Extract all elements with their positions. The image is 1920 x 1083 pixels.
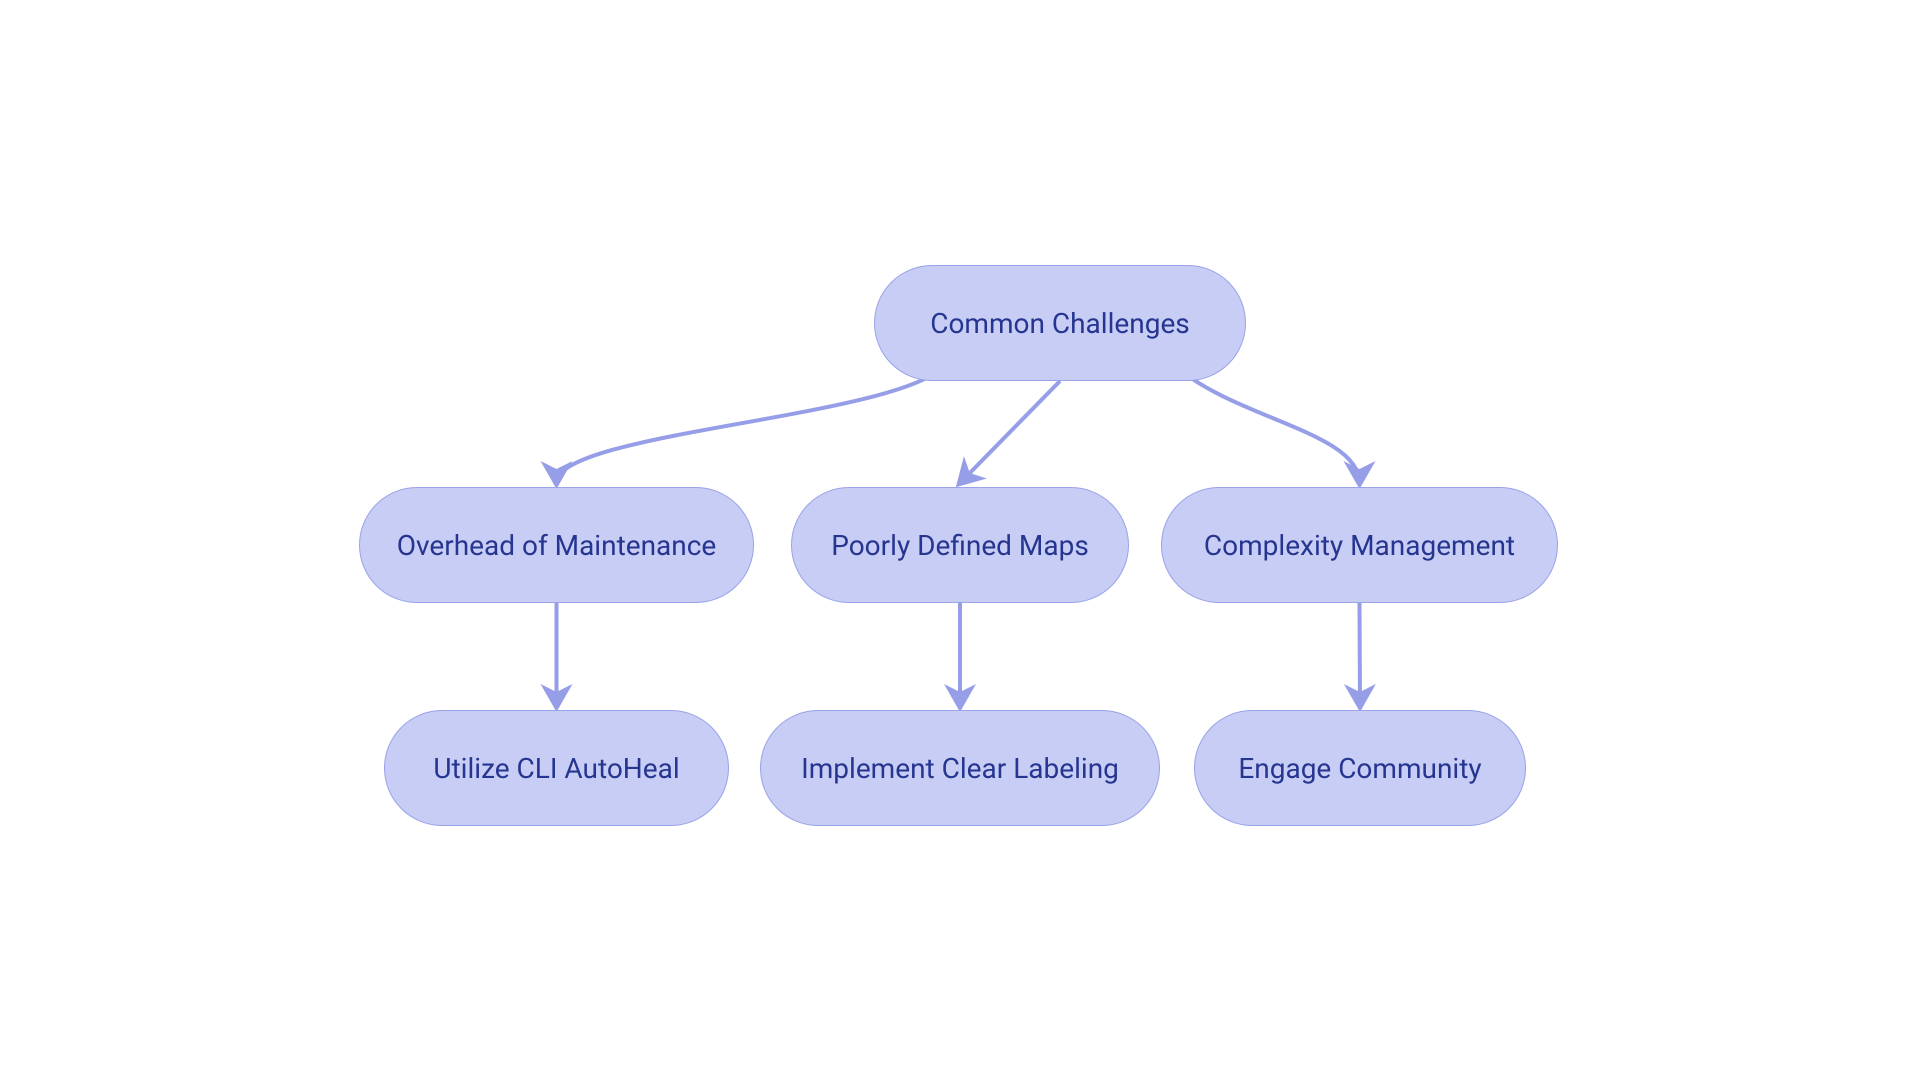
flowchart-node-label: Common Challenges [930, 307, 1190, 340]
flowchart-node-s3: Engage Community [1194, 710, 1526, 826]
flowchart-node-label: Poorly Defined Maps [831, 529, 1089, 562]
edge-c3-to-s3 [1360, 603, 1361, 706]
flowchart-node-label: Implement Clear Labeling [801, 752, 1119, 785]
flowchart-node-label: Overhead of Maintenance [397, 529, 716, 562]
edge-root-to-c3 [1179, 369, 1359, 483]
flowchart-node-c1: Overhead of Maintenance [359, 487, 754, 603]
edge-root-to-c2 [960, 381, 1060, 483]
edge-root-to-c1 [557, 369, 941, 483]
flowchart-node-root: Common Challenges [874, 265, 1246, 381]
flowchart-node-s2: Implement Clear Labeling [760, 710, 1160, 826]
flowchart-node-c2: Poorly Defined Maps [791, 487, 1129, 603]
flowchart-node-label: Complexity Management [1204, 529, 1515, 562]
flowchart-canvas: Common Challenges Overhead of Maintenance… [0, 0, 1920, 1083]
flowchart-node-label: Engage Community [1238, 752, 1481, 785]
flowchart-node-s1: Utilize CLI AutoHeal [384, 710, 729, 826]
flowchart-node-c3: Complexity Management [1161, 487, 1558, 603]
flowchart-node-label: Utilize CLI AutoHeal [433, 752, 679, 785]
